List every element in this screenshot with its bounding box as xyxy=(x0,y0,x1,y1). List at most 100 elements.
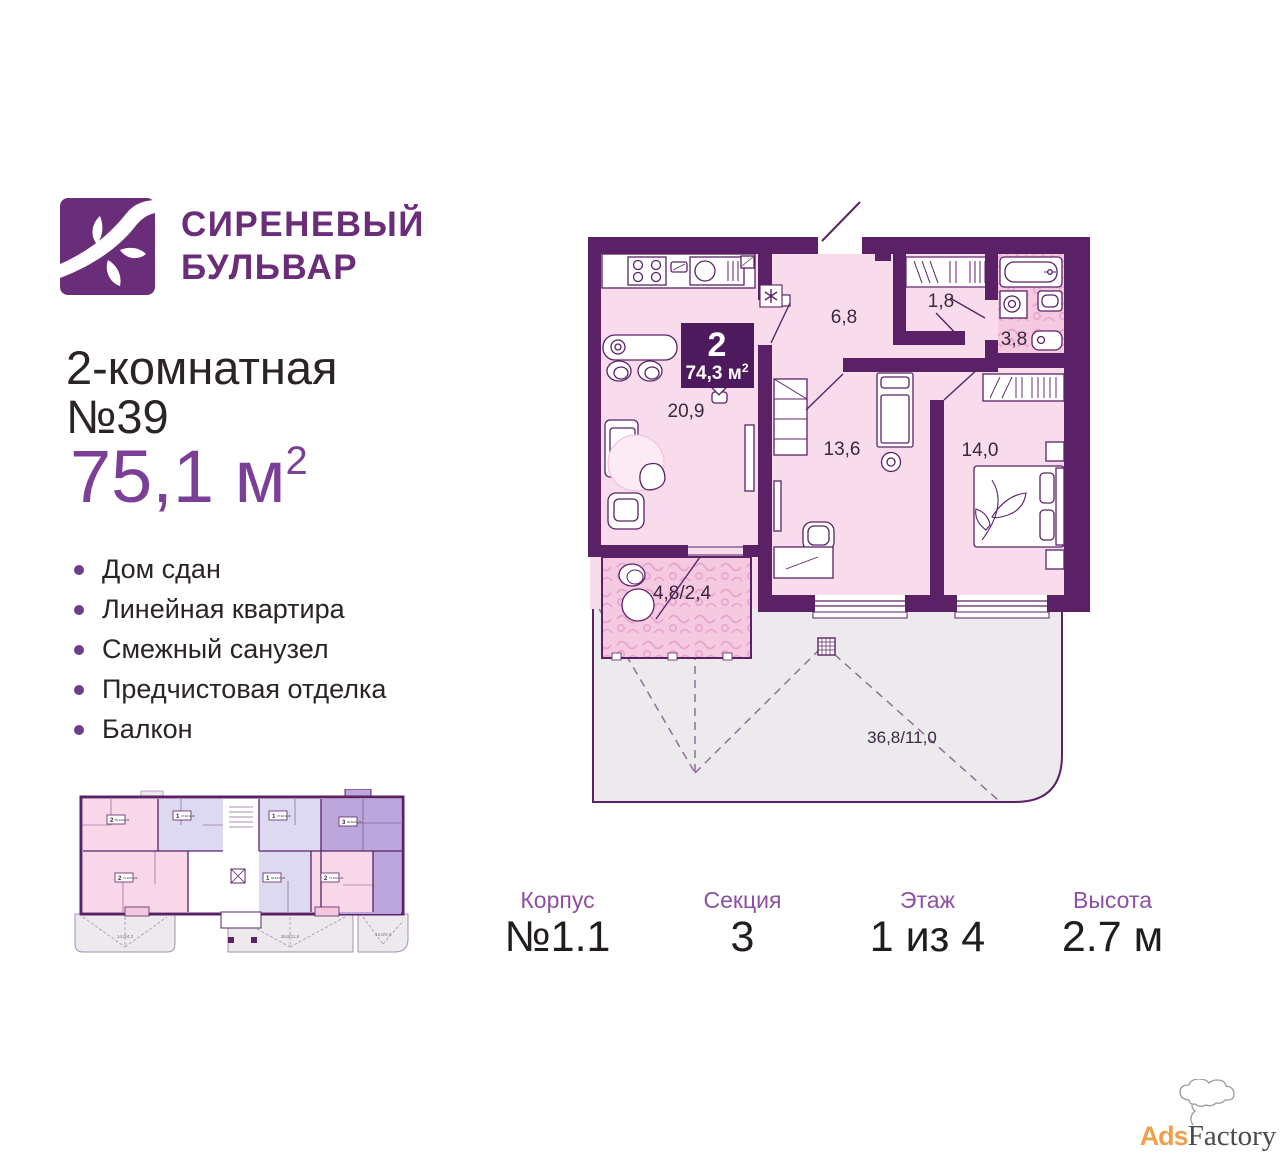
mini-balcony-tab xyxy=(314,906,340,917)
detail-floor: Этаж 1 из 4 xyxy=(835,888,1020,959)
badge-room-count: 2 xyxy=(708,326,727,364)
detail-value: 1 из 4 xyxy=(869,913,986,961)
balcony-area-label: 4,8/2,4 xyxy=(653,583,712,604)
toilet-icon xyxy=(1031,330,1063,351)
drain-grate-icon xyxy=(817,637,836,656)
detail-section: Секция 3 xyxy=(650,888,835,959)
feature-item: Смежный санузел xyxy=(74,629,386,669)
wardrobe-shelves-icon xyxy=(773,378,808,456)
svg-text:2: 2 xyxy=(110,818,114,824)
balcony-chair-icon xyxy=(618,563,646,587)
area-exponent: 2 xyxy=(285,439,308,483)
svg-text:58,60/12,30: 58,60/12,30 xyxy=(271,876,286,880)
mini-unit-badge: 2 74,30/24,60 xyxy=(320,872,344,883)
svg-text:1: 1 xyxy=(272,814,276,820)
svg-text:66,10/28,00: 66,10/28,00 xyxy=(115,818,130,822)
svg-text:47,90/11,40: 47,90/11,40 xyxy=(181,814,196,818)
brand-logo-icon xyxy=(60,198,155,295)
window-2 xyxy=(954,595,1050,619)
watermark-factory: Factory xyxy=(1187,1120,1277,1152)
mini-units xyxy=(83,799,401,914)
coffee-table-icon xyxy=(639,462,666,491)
smoke-cloud-icon xyxy=(1179,1079,1235,1126)
feature-item: Дом сдан xyxy=(74,549,386,589)
area-unit: м xyxy=(214,435,286,518)
listing-area: 75,1 м2 xyxy=(70,440,308,514)
bathroom-label: 3,8 xyxy=(1001,329,1027,350)
mini-unit-badge: 2 66,10/28,00 xyxy=(106,814,130,825)
mini-unit-walls xyxy=(83,799,403,914)
stool-icon xyxy=(880,451,902,473)
openings xyxy=(655,201,1050,620)
balcony-table-icon xyxy=(621,588,655,622)
floor-overview-plan: 14,0/4,3 36,8/11,6 14,0/4,0 xyxy=(74,789,409,953)
mini-unit-badge: 2 74,30/27,60 xyxy=(114,872,138,883)
detail-label: Этаж xyxy=(900,887,955,913)
bathtub-icon xyxy=(999,256,1063,288)
mini-unit-2room xyxy=(83,851,188,912)
tv-icon xyxy=(773,480,782,532)
mini-unit-1room xyxy=(259,799,321,851)
detail-value: №1.1 xyxy=(504,913,611,961)
listing-title: 2-комнатная №39 xyxy=(66,341,338,442)
bathroom-door-swing xyxy=(949,297,986,319)
detail-value: 2.7 м xyxy=(1061,913,1164,961)
svg-text:2: 2 xyxy=(118,876,122,882)
single-bed-icon xyxy=(876,372,914,448)
feature-item: Балкон xyxy=(74,709,386,749)
entrance-door-icon xyxy=(821,201,861,242)
feature-list: Дом сдан Линейная квартира Смежный сануз… xyxy=(74,549,386,749)
mini-unit-badge: 1 58,60/12,30 xyxy=(262,872,286,883)
area-value: 75,1 xyxy=(70,435,215,518)
balcony-window xyxy=(688,546,743,556)
svg-text:74,30/24,60: 74,30/24,60 xyxy=(329,876,344,880)
stove-icon xyxy=(627,256,667,286)
light-switch-icon xyxy=(759,284,783,308)
nightstand-icon xyxy=(1045,441,1065,462)
switch-panel-icon xyxy=(740,255,755,269)
mini-balcony-tab xyxy=(124,906,150,917)
watermark-ads: Ads xyxy=(1139,1121,1189,1151)
kitchen-living-label: 20,9 xyxy=(668,401,705,422)
mini-stairs xyxy=(220,806,262,943)
mini-unit-badge: 1 47,90/11,40 xyxy=(268,810,292,821)
detail-label: Высота xyxy=(1073,887,1152,913)
detail-label: Секция xyxy=(703,887,782,913)
floor-plan: 36,8/11,0 4,8/2,4 xyxy=(588,201,1090,803)
brand-name: СИРЕНЕВЫЙ БУЛЬВАР xyxy=(181,204,425,289)
detail-label: Корпус xyxy=(520,887,595,913)
mini-unit-badge: 3 90,60/41,70 xyxy=(338,816,362,827)
svg-text:2: 2 xyxy=(324,876,328,882)
bedroom2-door-swing xyxy=(943,366,981,401)
wardrobe-door-swing xyxy=(935,312,966,344)
mini-unit-2room-current xyxy=(311,851,373,912)
watermark-text: AdsFactory xyxy=(1138,1121,1278,1156)
armchair-icon xyxy=(607,492,645,530)
mini-unit-badge: 1 47,90/11,40 xyxy=(172,810,196,821)
svg-text:1: 1 xyxy=(266,876,270,882)
balcony: 4,8/2,4 xyxy=(601,556,752,661)
mini-terrace-label: 14,0/4,0 xyxy=(375,932,392,937)
svg-text:47,90/11,40: 47,90/11,40 xyxy=(277,814,292,818)
terrace-area-label: 36,8/11,0 xyxy=(867,728,937,747)
bathroom xyxy=(999,256,1063,351)
kitchen-door-swing xyxy=(770,302,791,344)
listing-type: 2-комнатная xyxy=(66,341,338,394)
badge-area-label: 74,3 м2 xyxy=(685,361,748,384)
bedroom2-label: 14,0 xyxy=(962,440,999,461)
bedroom-1 xyxy=(773,372,914,579)
feature-item: Линейная квартира xyxy=(74,589,386,629)
brand-name-line1: СИРЕНЕВЫЙ xyxy=(181,205,425,244)
desk-icon xyxy=(773,546,834,579)
detail-height: Высота 2.7 м xyxy=(1020,888,1205,959)
hallway-label: 6,8 xyxy=(831,307,857,328)
detail-value: 3 xyxy=(730,913,755,961)
feature-item: Предчистовая отделка xyxy=(74,669,386,709)
brand-name-line2: БУЛЬВАР xyxy=(181,247,359,287)
bedroom1-label: 13,6 xyxy=(824,439,861,460)
brand-logo: СИРЕНЕВЫЙ БУЛЬВАР xyxy=(60,198,425,295)
mini-stair-core xyxy=(223,799,259,912)
office-chair-icon xyxy=(802,521,835,552)
svg-text:90,60/41,70: 90,60/41,70 xyxy=(347,820,362,824)
apartment-badge: 2 74,3 м2 xyxy=(681,323,754,388)
